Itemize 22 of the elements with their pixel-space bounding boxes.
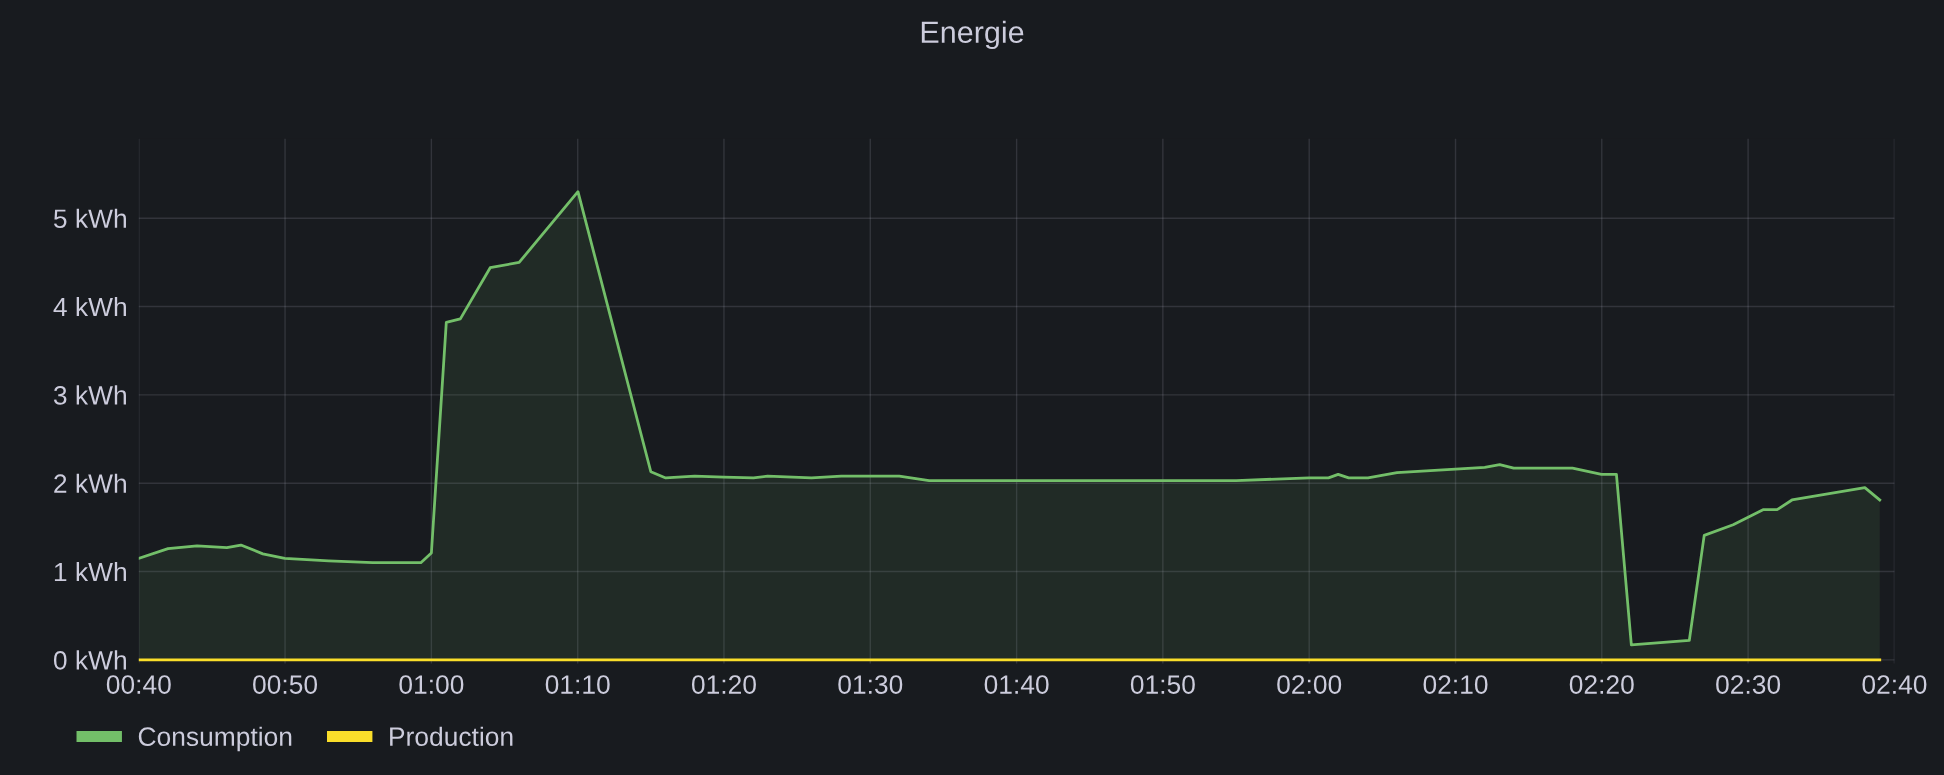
x-tick-label: 01:30: [838, 675, 903, 694]
x-tick-label: 01:20: [691, 675, 756, 694]
y-tick-label: 4 kWh: [53, 296, 126, 317]
x-tick-label: 01:40: [984, 675, 1049, 694]
y-tick-label: 0 kWh: [53, 650, 126, 670]
y-tick-label: 1 kWh: [54, 561, 126, 582]
x-tick-label: 00:50: [253, 675, 318, 694]
x-tick-label: 01:50: [1130, 675, 1195, 694]
x-tick-label: 02:40: [1862, 675, 1927, 694]
y-tick-label: 3 kWh: [53, 385, 126, 405]
x-tick-label: 02:10: [1423, 675, 1488, 694]
x-tick-label: 02:30: [1716, 675, 1781, 694]
x-tick-label: 02:00: [1277, 675, 1342, 694]
legend-label: Production: [390, 726, 513, 747]
x-tick-label: 02:20: [1569, 675, 1634, 694]
y-tick-label: 5 kWh: [53, 208, 126, 229]
y-tick-label: 2 kWh: [54, 473, 126, 493]
chart-title: Energie: [921, 20, 1024, 50]
x-tick-label: 01:00: [399, 675, 464, 694]
x-tick-label: 00:40: [106, 675, 171, 694]
legend-label: Consumption: [138, 726, 292, 752]
x-tick-label: 01:10: [545, 675, 610, 694]
